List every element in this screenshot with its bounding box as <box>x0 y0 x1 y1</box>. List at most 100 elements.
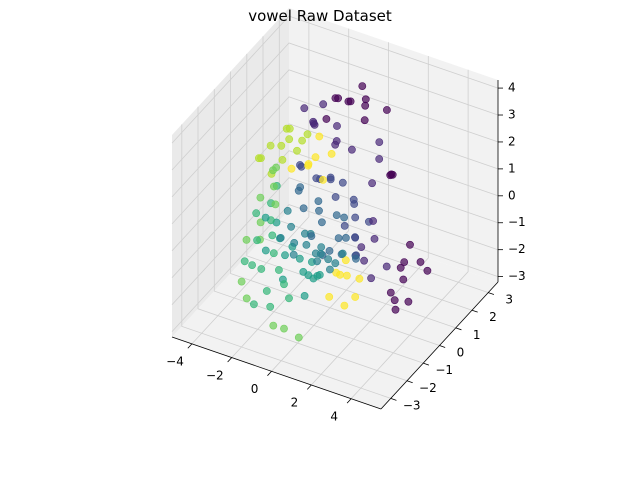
y-tick-label: 0 <box>457 346 465 360</box>
scatter-point <box>370 234 379 243</box>
scatter-point <box>336 270 344 279</box>
scatter-point <box>351 254 360 263</box>
scatter-point <box>262 287 271 295</box>
scatter-point <box>297 162 306 171</box>
scatter-point <box>340 213 348 222</box>
scatter-point <box>340 221 349 230</box>
scatter-point <box>332 211 341 219</box>
scatter-point <box>274 266 283 274</box>
scatter-point <box>300 104 309 113</box>
scatter-point <box>285 124 294 133</box>
scatter-point <box>299 204 308 213</box>
scatter-point <box>315 270 324 279</box>
tick-mark <box>227 357 233 363</box>
x-gridline <box>311 56 429 386</box>
z-tick-label: −3 <box>508 269 526 283</box>
z-tick-label: −2 <box>508 242 526 256</box>
scatter-point <box>315 206 323 215</box>
z-tick-label: 1 <box>508 161 516 175</box>
scatter-point <box>302 240 311 249</box>
x-gridline <box>191 14 310 345</box>
scatter-point <box>252 209 261 218</box>
z-gridline <box>171 123 499 252</box>
scatter-point <box>351 233 360 242</box>
scatter-point <box>309 274 318 283</box>
scatter-point <box>355 274 364 283</box>
scatter-point <box>316 250 325 258</box>
scatter-point <box>294 333 303 342</box>
tick-mark <box>187 343 193 349</box>
scatter-point <box>242 294 251 303</box>
scatter-point <box>325 292 334 301</box>
scatter-point <box>360 116 369 125</box>
scatter-point <box>240 257 249 266</box>
z-gridline <box>171 204 499 332</box>
tick-mark <box>439 345 446 348</box>
scatter-point <box>327 149 336 158</box>
scatter-point <box>256 193 265 202</box>
scatter-point <box>289 250 298 259</box>
y-tick-label: 3 <box>505 293 513 307</box>
scatter-point <box>325 246 334 255</box>
scatter-point <box>315 132 324 141</box>
scatter-point <box>416 258 425 266</box>
scatter-point <box>268 231 277 240</box>
scatter-point <box>387 170 396 179</box>
scatter-point <box>311 153 320 162</box>
y-tick-label: 1 <box>473 328 481 342</box>
scatter-point <box>341 256 350 265</box>
scatter-point <box>280 280 288 289</box>
scatter-point <box>253 236 261 245</box>
scatter-point <box>369 217 377 225</box>
tick-mark <box>346 398 352 404</box>
z-gridline <box>171 150 499 278</box>
scatter-point <box>333 122 341 130</box>
scatter-point <box>304 161 312 170</box>
scatter-point <box>368 179 376 188</box>
scatter-point <box>391 305 400 314</box>
scatter-point <box>317 243 326 251</box>
scatter-point <box>312 174 321 183</box>
scatter-point <box>361 95 370 104</box>
tick-mark <box>488 292 495 295</box>
scatter-point <box>287 222 295 231</box>
z-gridline <box>171 42 499 171</box>
scatter-point <box>269 321 278 330</box>
scatter-point <box>423 266 432 275</box>
axes-panes <box>172 8 498 409</box>
scatter-point <box>303 130 312 139</box>
scatter-point <box>290 238 299 247</box>
data-points <box>237 82 432 342</box>
scatter-point <box>237 277 246 286</box>
x-tick-label: 2 <box>291 396 299 410</box>
tick-mark <box>455 327 462 331</box>
scatter-point <box>281 251 289 260</box>
x-gridline <box>350 69 469 399</box>
scatter-point <box>326 173 335 182</box>
x-axis-line <box>171 336 382 410</box>
scatter-point <box>307 232 316 240</box>
scatter-point <box>261 246 270 255</box>
scatter-point <box>296 183 305 191</box>
z-gridline <box>171 69 499 198</box>
scatter-point <box>309 117 318 126</box>
z-tick-label: −1 <box>508 215 526 229</box>
z-tick-label: 0 <box>508 188 516 202</box>
scatter-point <box>325 265 334 274</box>
scatter-point <box>342 271 351 280</box>
tick-mark <box>390 398 397 401</box>
scatter-point <box>358 82 367 90</box>
scatter-point <box>276 233 285 242</box>
y-tick-label: −2 <box>419 381 437 395</box>
axes-gridlines <box>171 14 499 399</box>
y-gridline <box>213 89 424 364</box>
scatter-point <box>269 182 278 191</box>
scatter-point <box>351 293 360 301</box>
tick-mark <box>267 371 272 376</box>
scatter-point <box>334 94 342 103</box>
scatter-point <box>249 300 258 309</box>
scatter-point <box>278 155 287 164</box>
scatter-point <box>283 206 292 215</box>
